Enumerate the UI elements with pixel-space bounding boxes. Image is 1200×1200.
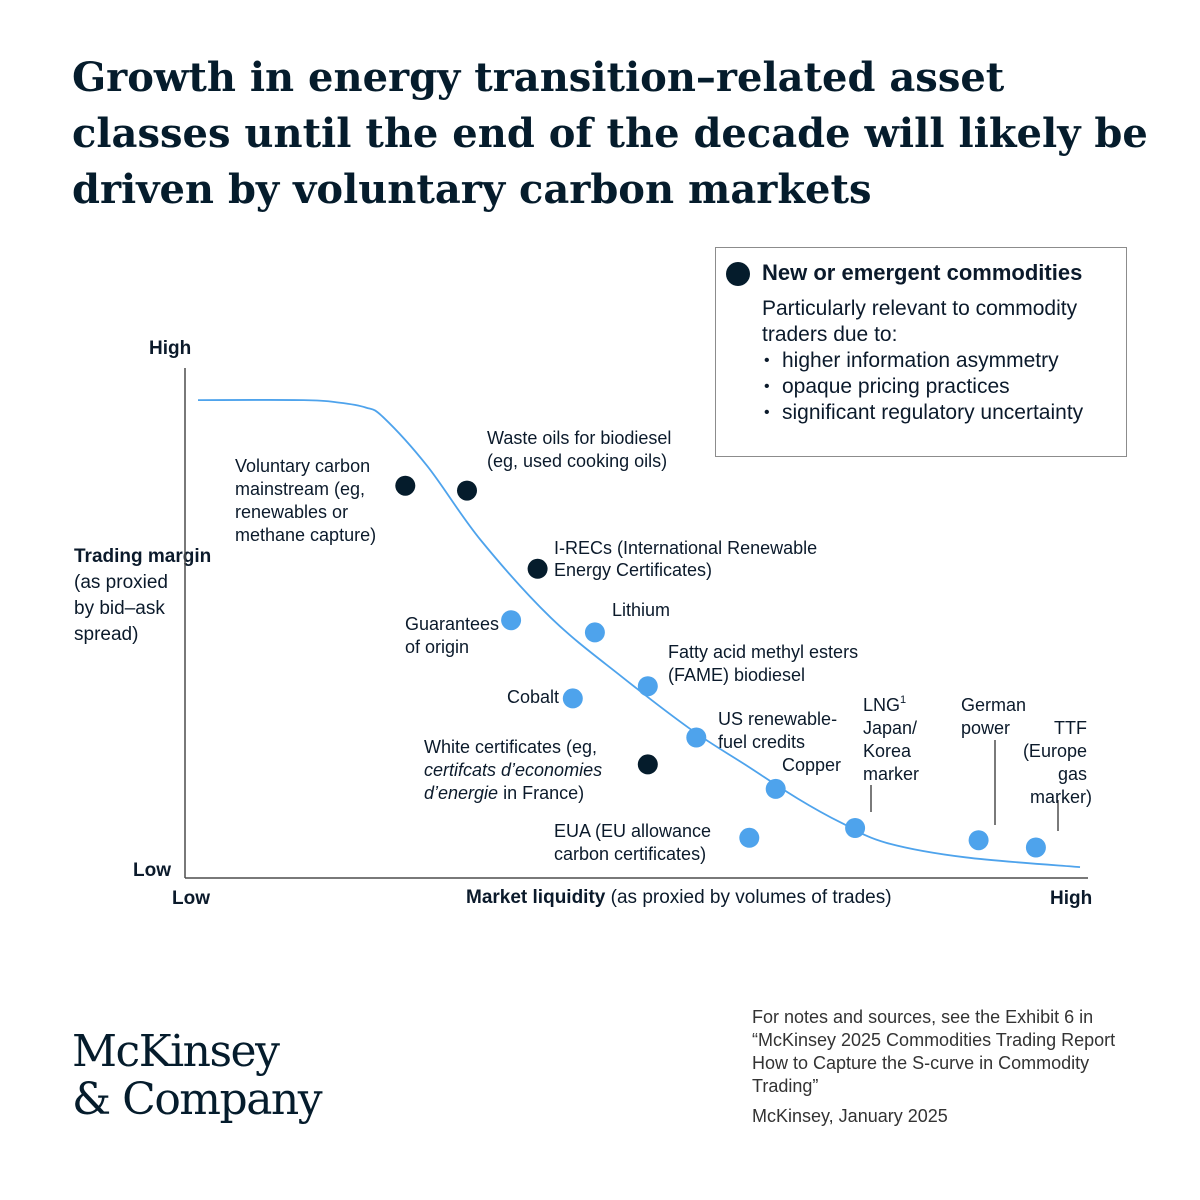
y-axis-label: Trading margin (as proxied by bid–ask sp… bbox=[74, 544, 211, 648]
data-point-waste-oils-for-biodiesel-eg-used bbox=[457, 480, 477, 501]
data-point-us-renewable-fuel-credits bbox=[686, 727, 707, 748]
y-axis-title: Trading margin bbox=[74, 546, 212, 567]
data-point-guarantees-of-origin bbox=[501, 610, 522, 631]
legend-dot-icon bbox=[726, 262, 750, 286]
legend-bullet: higher information asymmetry bbox=[756, 348, 1083, 374]
y-tick-high: High bbox=[149, 338, 192, 359]
legend-bullet: significant regulatory uncertainty bbox=[756, 400, 1083, 426]
s-curve-line bbox=[197, 399, 1081, 868]
legend-title: New or emergent commodities bbox=[762, 260, 1083, 285]
label-lithium: Lithium bbox=[612, 600, 670, 620]
mckinsey-logo: McKinsey & Company bbox=[72, 1026, 323, 1125]
data-point-lng-japan-korea-marker bbox=[845, 818, 866, 838]
label-us-renewable-fuel-credits: US renewable- fuel credits bbox=[718, 709, 842, 752]
label-irecs: I-RECs (International Renewable Energy C… bbox=[554, 538, 822, 580]
x-tick-high: High bbox=[1050, 888, 1093, 909]
label-lng: LNG1 Japan/ Korea marker bbox=[863, 687, 922, 784]
data-point-eua-eu-allowance-carbon-certific bbox=[739, 827, 760, 848]
data-point-white-certificates-eg-certifcats bbox=[637, 754, 658, 775]
data-point-lithium bbox=[584, 622, 605, 643]
label-cobalt: Cobalt bbox=[507, 687, 559, 707]
x-axis-label: Market liquidity (as proxied by volumes … bbox=[466, 887, 892, 909]
data-point-ttf-europe-gas-marker bbox=[1025, 837, 1046, 858]
source-credit: McKinsey, January 2025 bbox=[752, 1106, 948, 1126]
x-axis-note: (as proxied by volumes of trades) bbox=[610, 887, 892, 908]
data-point-german-power bbox=[968, 830, 989, 851]
legend-bullet: opaque pricing practices bbox=[756, 374, 1083, 400]
x-axis-title: Market liquidity bbox=[466, 887, 606, 908]
label-eua: EUA (EU allowance carbon certificates) bbox=[554, 821, 716, 864]
label-ttf: TTF (Europe gas marker) bbox=[1023, 718, 1092, 807]
data-point-voluntary-carbon-mainstream-eg-r bbox=[395, 475, 416, 496]
data-point-fatty-acid-methyl-esters-fame-bi bbox=[637, 676, 658, 697]
label-german-power: German power bbox=[961, 695, 1031, 738]
source-notes: For notes and sources, see the Exhibit 6… bbox=[752, 1007, 1116, 1096]
data-point-i-recs-international-renewable-e bbox=[527, 558, 548, 579]
legend-box: New or emergent commodities Particularly… bbox=[715, 247, 1127, 457]
legend-description: Particularly relevant to commodity trade… bbox=[762, 297, 1078, 346]
label-copper: Copper bbox=[782, 755, 841, 775]
label-white-certificates: White certificates (eg, certifcats d’eco… bbox=[424, 737, 607, 803]
data-point-copper bbox=[765, 778, 786, 799]
chart-title: Growth in energy transition–related asse… bbox=[72, 54, 1148, 213]
y-tick-low: Low bbox=[133, 860, 171, 881]
label-waste-oils: Waste oils for biodiesel (eg, used cooki… bbox=[487, 428, 676, 471]
label-guarantees-of-origin: Guarantees of origin bbox=[405, 614, 504, 657]
label-voluntary-carbon: Voluntary carbon mainstream (eg, renewab… bbox=[235, 456, 376, 545]
legend-bullets: higher information asymmetry opaque pric… bbox=[756, 348, 1083, 426]
label-fame: Fatty acid methyl esters (FAME) biodiese… bbox=[668, 642, 863, 685]
x-tick-low: Low bbox=[172, 888, 210, 909]
logo-line-2: & Company bbox=[72, 1074, 323, 1125]
data-point-cobalt bbox=[562, 688, 583, 709]
logo-line-1: McKinsey bbox=[72, 1026, 280, 1077]
y-axis-note: (as proxied by bid–ask spread) bbox=[74, 572, 168, 645]
